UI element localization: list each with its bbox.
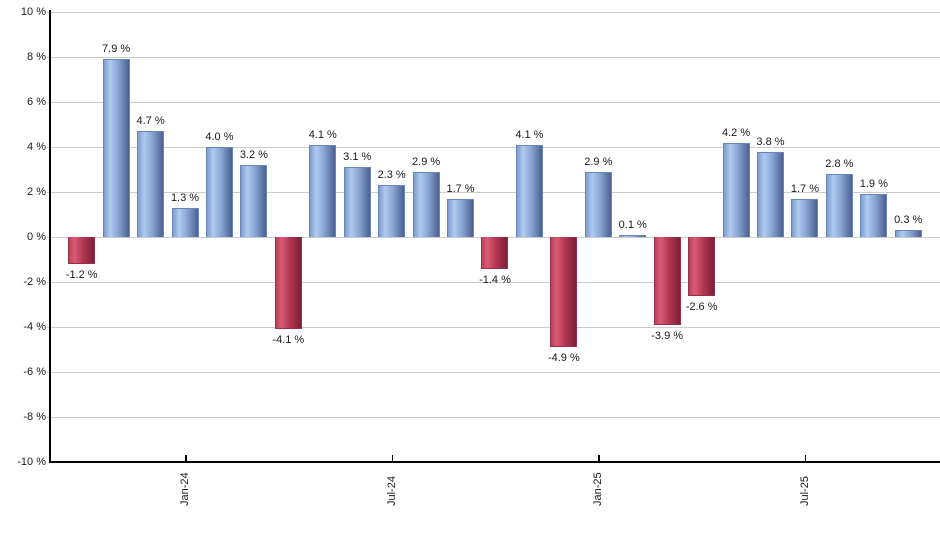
x-tick: [185, 455, 187, 461]
bar-value-label: 4.1 %: [308, 128, 337, 141]
bar-positive[interactable]: [515, 144, 543, 237]
y-axis-line: [49, 10, 51, 463]
bar-negative[interactable]: [688, 237, 716, 296]
bar-value-label: -2.6 %: [685, 300, 718, 313]
bar-value-label: -3.9 %: [651, 329, 684, 342]
bar-positive[interactable]: [171, 207, 199, 237]
bar-value-label: 0.3 %: [894, 214, 923, 227]
bar-positive[interactable]: [309, 144, 337, 237]
y-axis-label: 0 %: [27, 231, 46, 243]
bar-positive[interactable]: [894, 230, 922, 237]
bar-positive[interactable]: [205, 147, 233, 237]
x-tick: [804, 455, 807, 461]
bar-positive[interactable]: [240, 165, 268, 237]
y-axis-label: -4 %: [23, 321, 46, 333]
bar-negative[interactable]: [481, 237, 509, 269]
bar-positive[interactable]: [584, 171, 612, 237]
y-grid-line: [47, 327, 940, 328]
y-grid-line: [47, 372, 940, 373]
bar-value-label: 1.7 %: [446, 182, 475, 195]
y-axis-label: -8 %: [23, 411, 46, 423]
y-axis-label: 6 %: [27, 96, 46, 108]
bar-value-label: 4.1 %: [515, 128, 544, 141]
bar-positive[interactable]: [343, 167, 371, 237]
y-grid-line: [47, 417, 940, 418]
bar-value-label: -1.2 %: [65, 269, 98, 281]
bar-value-label: -1.4 %: [479, 273, 511, 286]
bar-positive[interactable]: [619, 234, 647, 237]
y-axis-label: -2 %: [23, 276, 46, 288]
bar-positive[interactable]: [378, 185, 406, 237]
y-grid-line: [47, 57, 940, 58]
bar-positive[interactable]: [722, 142, 750, 237]
bar-value-label: 2.9 %: [412, 155, 441, 168]
y-grid-line: [47, 147, 940, 148]
bar-value-label: 3.1 %: [343, 151, 372, 164]
y-axis-label: 4 %: [27, 141, 46, 153]
bar-value-label: 2.9 %: [584, 155, 613, 168]
y-axis-label: 8 %: [27, 51, 46, 63]
x-axis-label: Jan-25: [592, 472, 605, 506]
bar-value-label: 2.3 %: [377, 169, 406, 182]
bar-value-label: 4.7 %: [136, 115, 165, 128]
y-grid-line: [47, 282, 940, 283]
bar-value-label: 1.9 %: [859, 178, 888, 191]
bar-positive[interactable]: [137, 131, 165, 237]
bar-positive[interactable]: [412, 171, 440, 237]
y-axis-label: -6 %: [23, 366, 46, 378]
bar-negative[interactable]: [68, 237, 96, 264]
y-grid-line: [47, 12, 940, 13]
x-tick: [598, 455, 600, 461]
bar-negative[interactable]: [653, 237, 681, 325]
bar-value-label: 4.0 %: [205, 131, 234, 143]
y-grid-line: [47, 192, 940, 193]
bar-value-label: 3.2 %: [239, 149, 268, 161]
x-axis-label: Jul-25: [798, 476, 811, 506]
bar-value-label: 0.1 %: [618, 218, 647, 231]
y-axis-label: 10 %: [20, 6, 46, 18]
bar-value-label: -4.1 %: [272, 334, 305, 347]
bar-value-label: 1.7 %: [790, 182, 819, 195]
x-axis-line: [49, 461, 940, 463]
bar-value-label: 3.8 %: [756, 135, 785, 148]
bar-positive[interactable]: [825, 174, 853, 237]
bar-positive[interactable]: [102, 59, 130, 237]
bar-value-label: 2.8 %: [825, 158, 854, 170]
bar-positive[interactable]: [791, 198, 819, 237]
bar-negative[interactable]: [274, 237, 302, 330]
y-grid-line: [47, 102, 940, 103]
y-axis-label: -10 %: [17, 456, 46, 468]
bar-value-label: 1.3 %: [170, 191, 200, 204]
x-axis-label: Jul-24: [385, 476, 398, 506]
bar-value-label: 7.9 %: [102, 43, 131, 56]
x-tick: [391, 455, 394, 461]
bar-positive[interactable]: [757, 151, 784, 237]
bar-positive[interactable]: [447, 198, 475, 237]
bar-negative[interactable]: [550, 237, 578, 348]
y-axis-label: 2 %: [27, 186, 46, 198]
bar-value-label: -4.9 %: [547, 352, 580, 365]
bar-value-label: 4.2 %: [721, 126, 751, 139]
bar-positive[interactable]: [860, 194, 888, 237]
x-axis-label: Jan-24: [179, 472, 192, 506]
